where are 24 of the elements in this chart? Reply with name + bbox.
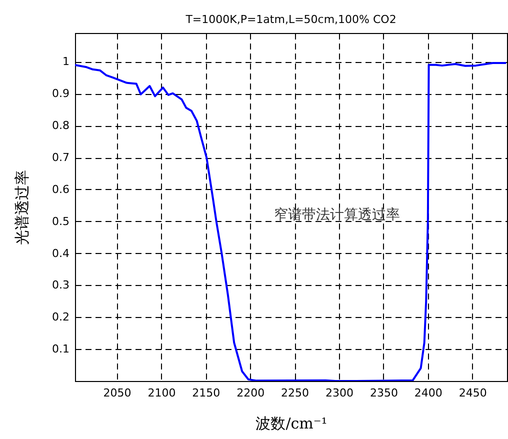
x-tick-label: 2450: [458, 386, 487, 400]
x-tick-label: 2200: [236, 386, 265, 400]
y-tick-label: 0.3: [52, 278, 70, 292]
y-tick-label: 0.6: [52, 182, 70, 196]
x-tick-label: 2250: [281, 386, 310, 400]
y-tick-label: 0.9: [52, 87, 70, 100]
y-tick-label: 0.4: [52, 246, 70, 260]
annotation: 窄谱带法计算透过率: [274, 207, 400, 223]
x-tick-label: 2150: [192, 386, 220, 400]
y-tick-label: 0.1: [52, 342, 70, 356]
y-tick-label: 0.7: [52, 151, 70, 164]
y-tick-label: 0.8: [52, 119, 70, 132]
x-tick-label: 2100: [148, 386, 176, 400]
x-tick-label: 2350: [370, 386, 398, 400]
x-tick-label: 2400: [414, 386, 442, 400]
y-tick-label: 0.2: [52, 310, 70, 324]
x-tick-label: 2050: [103, 386, 132, 400]
x-axis-title: 波数/cm⁻¹: [256, 414, 328, 432]
line-series: [75, 62, 507, 381]
y-tick-label: 0.5: [52, 214, 70, 228]
y-axis-title: 光谱透过率: [13, 170, 32, 245]
chart-title: T=1000K,P=1atm,L=50cm,100% CO2: [184, 13, 396, 26]
y-tick-label: 1: [62, 55, 70, 68]
x-tick-label: 2300: [326, 386, 354, 400]
